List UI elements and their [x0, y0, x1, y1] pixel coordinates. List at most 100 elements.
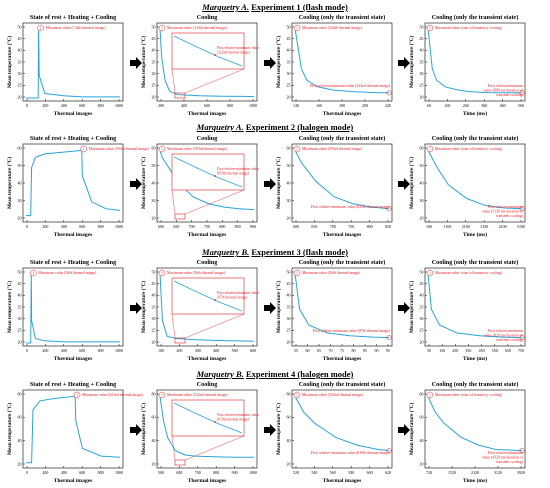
max-marker: [426, 391, 434, 399]
y-tick-label: 40: [18, 180, 22, 185]
x-axis-label: Thermal images: [54, 111, 94, 117]
x-tick-label: 200: [362, 103, 368, 108]
y-tick-label: 50: [152, 269, 156, 274]
annotation-line: value (4320 ms duration of: [482, 455, 524, 459]
series-line: [427, 150, 523, 210]
annotation-line: (222nd thermal image): [217, 50, 251, 54]
zoom-connector: [171, 68, 176, 94]
y-tick-label: 80: [152, 391, 156, 396]
zoom-region: [174, 337, 186, 344]
x-tick-label: 550: [492, 348, 498, 353]
x-tick-label: 80: [352, 348, 356, 353]
series-line: [159, 28, 255, 98]
panel-title: Cooling (only the transient state): [432, 135, 519, 142]
x-axis-label: Thermal images: [188, 478, 228, 484]
zoom-region: [174, 213, 186, 220]
x-tick-label: 750: [348, 224, 354, 229]
annotation-line: First relative minimum value: [217, 413, 259, 417]
y-tick-label: 25: [152, 328, 156, 333]
y-tick-label: 45: [152, 281, 156, 286]
y-tick-label: 30: [420, 71, 424, 76]
max-marker-number: 1: [296, 270, 298, 275]
series-line: [159, 396, 254, 458]
panel-exp2-transient: Cooling (only the transient state) 600 650…: [275, 135, 393, 238]
panel-title: Cooling: [197, 259, 219, 266]
panel-title: Cooling (only the transient state): [432, 14, 519, 21]
zoom-series-line: [173, 156, 243, 188]
x-tick-label: 1520: [448, 470, 456, 475]
annotation-line: value (880 ms duration of: [484, 88, 524, 92]
min-annotation: First relative minimum value (820 ms dura…: [484, 329, 524, 342]
series-line: [26, 28, 120, 99]
x-axis-label: Time (ms): [463, 231, 487, 238]
series-line: [294, 396, 390, 452]
x-tick-label: 3100: [480, 224, 488, 229]
x-tick-label: 400: [181, 103, 187, 108]
x-tick-label: 360: [481, 103, 487, 108]
y-tick-label: 40: [287, 438, 291, 443]
y-tick-label: 35: [18, 59, 22, 64]
x-tick-label: 220: [385, 103, 391, 108]
right-arrow-icon: [264, 424, 276, 436]
x-tick-label: 800: [227, 103, 233, 108]
x-tick-label: 750: [204, 224, 210, 229]
panel-title: Cooling (only the transient state): [299, 259, 386, 266]
x-tick-label: 1100: [443, 224, 451, 229]
y-axis-label: Mean temperature (°C): [140, 157, 147, 209]
panel-exp4-full: State of rest + Heating + Cooling 0 200 400…: [6, 381, 144, 484]
y-tick-label: 50: [18, 24, 22, 29]
y-tick-label: 40: [152, 180, 156, 185]
y-axis-label: Mean temperature (°C): [140, 403, 147, 455]
x-tick-label: 400: [61, 103, 67, 108]
panel-exp1-full: State of rest + Heating + Cooling 0 200 400…: [6, 14, 124, 117]
series-line: [26, 395, 121, 464]
x-tick-label: 1000: [249, 103, 257, 108]
x-axis-label: Time (ms): [463, 355, 487, 362]
x-tick-label: 140: [293, 103, 299, 108]
annotation-line: First relative minimum: [488, 329, 523, 333]
panel-title: Cooling: [197, 14, 219, 21]
min-marker: [519, 90, 525, 96]
max-annotation: Maximum value (593rd thermal image): [302, 147, 363, 151]
y-tick-label: 50: [420, 24, 424, 29]
x-tick-label: 0: [26, 470, 28, 475]
zoom-region: [174, 459, 186, 466]
y-axis-label: Mean temperature (°C): [140, 36, 147, 88]
y-tick-label: 30: [420, 198, 424, 203]
series-line: [26, 149, 121, 217]
x-tick-label: 180: [339, 103, 345, 108]
right-arrow-icon: [264, 178, 276, 190]
x-tick-label: 5100: [517, 224, 525, 229]
x-tick-label: 100: [158, 348, 164, 353]
plot-frame: [156, 389, 258, 469]
annotation-line: transient cooling): [496, 338, 523, 342]
max-marker-number: 1: [83, 146, 85, 151]
y-tick-label: 35: [420, 304, 424, 309]
x-tick-label: 2320: [471, 470, 479, 475]
y-tick-label: 30: [287, 316, 291, 321]
max-marker-number: 1: [296, 146, 298, 151]
y-tick-label: 50: [287, 269, 291, 274]
x-tick-label: 800: [219, 224, 225, 229]
y-axis-label: Mean temperature (°C): [275, 36, 282, 88]
x-tick-label: 600: [79, 224, 85, 229]
min-annotation: First relative minimum value (222nd ther…: [310, 84, 391, 88]
y-tick-label: 35: [287, 59, 291, 64]
x-tick-label: 580: [348, 470, 354, 475]
x-axis-label: Thermal images: [188, 111, 228, 117]
x-tick-label: 650: [311, 224, 317, 229]
y-axis-label: Mean temperature (°C): [408, 403, 415, 455]
y-tick-label: 25: [420, 328, 424, 333]
y-tick-label: 45: [152, 36, 156, 41]
right-arrow-icon: [398, 178, 410, 190]
zoom-connector: [184, 435, 245, 461]
x-tick-label: 60: [306, 348, 310, 353]
max-annotation: Maximum value (134th thermal image): [46, 26, 107, 30]
x-tick-label: 260: [463, 103, 469, 108]
y-tick-label: 50: [287, 163, 291, 168]
y-tick-label: 80: [287, 391, 291, 396]
min-point: [214, 54, 216, 56]
y-tick-label: 25: [18, 328, 22, 333]
y-tick-label: 40: [152, 438, 156, 443]
max-annotation: Maximum value (522nd thermal image): [167, 393, 228, 397]
